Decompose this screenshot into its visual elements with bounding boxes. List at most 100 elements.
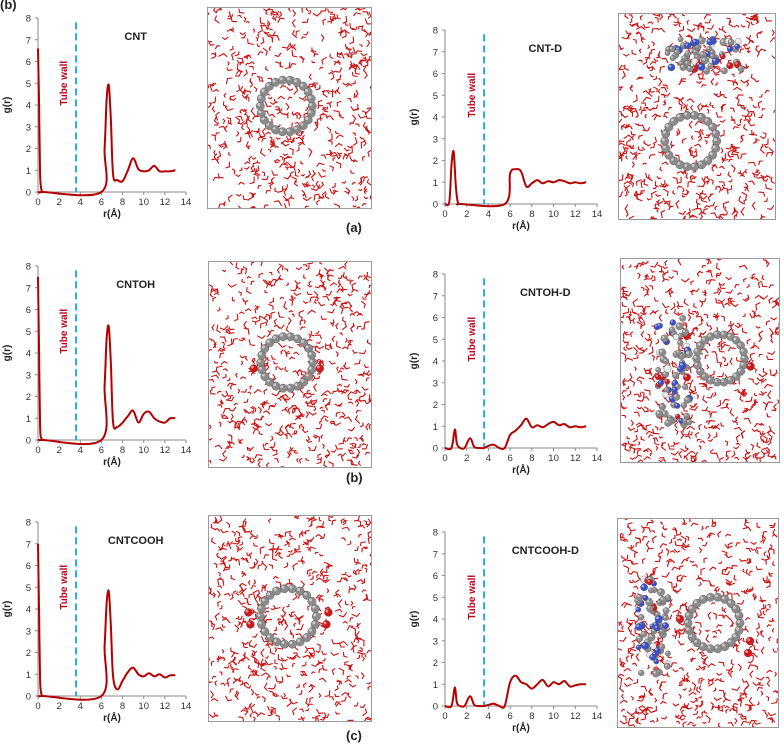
water-molecule <box>307 703 313 707</box>
water-molecule <box>253 418 259 428</box>
water-molecule <box>337 453 343 457</box>
water-molecule <box>326 276 331 282</box>
water-molecule <box>689 560 695 564</box>
water-molecule <box>735 96 740 106</box>
water-molecule <box>254 305 258 311</box>
water-molecule <box>621 295 628 301</box>
water-molecule <box>303 319 306 324</box>
water-molecule <box>721 315 725 322</box>
water-molecule <box>751 344 760 350</box>
carbon-atom <box>687 604 697 614</box>
water-molecule <box>310 445 317 452</box>
water-molecule <box>730 564 738 569</box>
water-molecule <box>295 282 301 290</box>
water-molecule <box>368 284 371 289</box>
water-molecule <box>243 320 248 330</box>
water-molecule <box>769 369 776 377</box>
water-molecule <box>237 205 242 208</box>
water-molecule <box>289 532 293 538</box>
water-molecule <box>353 702 359 707</box>
water-molecule <box>349 122 354 126</box>
water-molecule <box>304 175 310 179</box>
water-molecule <box>311 717 319 721</box>
water-molecule <box>666 560 674 567</box>
water-molecule <box>643 275 648 281</box>
water-molecule <box>235 193 242 197</box>
drug-atom <box>681 55 688 62</box>
water-molecule <box>720 422 725 427</box>
water-molecule <box>751 201 756 211</box>
water-molecule <box>642 126 651 132</box>
water-molecule <box>678 210 686 215</box>
water-molecule <box>277 432 285 437</box>
water-molecule <box>238 291 243 297</box>
water-molecule <box>755 45 759 49</box>
water-molecule <box>691 310 698 315</box>
water-molecule <box>362 708 368 717</box>
water-molecule <box>214 15 220 24</box>
water-molecule <box>257 33 260 38</box>
water-molecule <box>223 564 231 571</box>
water-molecule <box>326 115 335 121</box>
water-molecule <box>682 187 685 193</box>
water-molecule <box>719 213 725 219</box>
water-molecule <box>265 10 268 16</box>
water-molecule <box>226 377 231 382</box>
water-molecule <box>217 307 221 312</box>
water-molecule <box>623 147 629 151</box>
water-molecule <box>336 51 342 59</box>
water-molecule <box>748 570 753 574</box>
water-molecule <box>253 579 257 585</box>
water-molecule <box>278 533 284 538</box>
water-molecule <box>251 157 257 160</box>
water-molecule <box>226 329 231 335</box>
water-molecule <box>704 205 711 209</box>
water-molecule <box>257 564 262 570</box>
x-tick-label: 2 <box>464 209 469 220</box>
water-molecule <box>713 30 719 39</box>
water-molecule <box>628 314 633 320</box>
water-molecule <box>284 199 290 207</box>
water-molecule <box>368 56 371 62</box>
water-molecule <box>646 547 654 553</box>
water-molecule <box>251 320 257 325</box>
water-molecule <box>359 541 366 547</box>
water-molecule <box>253 86 258 92</box>
water-molecule <box>221 544 227 551</box>
water-molecule <box>344 301 352 308</box>
water-molecule <box>313 290 319 299</box>
water-molecule <box>754 48 760 58</box>
x-tick-label: 14 <box>592 711 603 722</box>
water-molecule <box>242 89 249 93</box>
water-molecule <box>321 650 327 655</box>
water-molecule <box>619 85 624 89</box>
water-molecule <box>721 606 725 612</box>
y-tick-label: 2 <box>433 658 438 669</box>
water-molecule <box>760 450 770 455</box>
water-molecule <box>320 434 324 439</box>
water-molecule <box>363 520 368 525</box>
water-molecule <box>718 561 723 564</box>
water-molecule <box>737 171 746 175</box>
water-molecule <box>711 452 720 459</box>
water-molecule <box>250 422 259 429</box>
water-molecule <box>735 416 739 422</box>
water-molecule <box>763 440 770 444</box>
water-molecule <box>320 415 329 421</box>
water-molecule <box>657 88 661 94</box>
water-molecule <box>639 15 644 21</box>
water-molecule <box>645 630 653 635</box>
water-molecule <box>365 717 371 721</box>
water-molecule <box>681 191 690 196</box>
water-molecule <box>310 186 320 192</box>
water-molecule <box>215 111 220 121</box>
water-molecule <box>335 67 343 73</box>
water-molecule <box>759 214 763 219</box>
water-molecule <box>621 302 627 308</box>
water-molecule <box>725 581 736 586</box>
water-molecule <box>767 712 777 717</box>
water-molecule <box>627 440 634 446</box>
water-molecule <box>294 113 299 119</box>
y-tick-label: 0 <box>26 436 31 447</box>
water-molecule <box>646 197 652 201</box>
